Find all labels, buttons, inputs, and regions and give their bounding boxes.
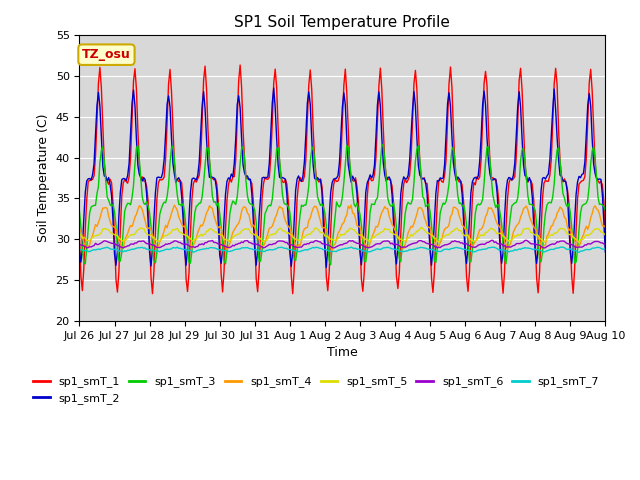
sp1_smT_1 — [173, 177, 181, 182]
sp1_smT_3 — [90, 203, 98, 208]
sp1_smT_3 — [407, 201, 415, 207]
Y-axis label: Soil Temperature (C): Soil Temperature (C) — [37, 114, 50, 242]
sp1_smT_2 — [407, 133, 415, 139]
Line: sp1_smT_5: sp1_smT_5 — [79, 227, 605, 242]
sp1_smT_3 — [376, 160, 384, 166]
sp1_smT_6 — [173, 239, 181, 244]
sp1_smT_1 — [378, 87, 386, 93]
sp1_smT_7 — [76, 247, 83, 252]
sp1_smT_5 — [392, 232, 400, 238]
sp1_smT_4 — [76, 226, 83, 232]
Line: sp1_smT_3: sp1_smT_3 — [79, 144, 605, 265]
sp1_smT_7 — [90, 247, 98, 252]
sp1_smT_5 — [417, 224, 425, 230]
sp1_smT_7 — [348, 244, 355, 250]
sp1_smT_2 — [90, 161, 98, 167]
sp1_smT_6 — [540, 245, 548, 251]
sp1_smT_1 — [396, 269, 403, 275]
Line: sp1_smT_1: sp1_smT_1 — [79, 65, 605, 294]
sp1_smT_3 — [540, 224, 548, 230]
sp1_smT_1 — [540, 180, 548, 186]
sp1_smT_5 — [404, 235, 412, 241]
sp1_smT_5 — [602, 232, 609, 238]
sp1_smT_7 — [376, 247, 384, 252]
sp1_smT_5 — [90, 233, 98, 239]
sp1_smT_3 — [173, 192, 181, 198]
Legend: sp1_smT_1, sp1_smT_2, sp1_smT_3, sp1_smT_4, sp1_smT_5, sp1_smT_6, sp1_smT_7: sp1_smT_1, sp1_smT_2, sp1_smT_3, sp1_smT… — [28, 372, 604, 408]
Text: TZ_osu: TZ_osu — [82, 48, 131, 61]
sp1_smT_4 — [90, 227, 98, 233]
sp1_smT_2 — [323, 264, 330, 270]
sp1_smT_1 — [602, 234, 609, 240]
sp1_smT_6 — [523, 238, 531, 243]
sp1_smT_6 — [76, 241, 83, 247]
sp1_smT_4 — [396, 238, 403, 243]
sp1_smT_2 — [602, 249, 609, 255]
sp1_smT_7 — [394, 247, 402, 253]
sp1_smT_6 — [392, 241, 400, 247]
sp1_smT_6 — [90, 243, 98, 249]
sp1_smT_6 — [433, 245, 441, 251]
sp1_smT_2 — [76, 248, 83, 254]
sp1_smT_2 — [396, 219, 403, 225]
sp1_smT_2 — [173, 176, 181, 182]
sp1_smT_7 — [406, 247, 413, 252]
sp1_smT_7 — [539, 249, 547, 254]
sp1_smT_2 — [540, 175, 548, 180]
sp1_smT_6 — [404, 242, 412, 248]
Line: sp1_smT_6: sp1_smT_6 — [79, 240, 605, 248]
sp1_smT_3 — [327, 262, 335, 268]
sp1_smT_4 — [173, 208, 181, 214]
sp1_smT_5 — [575, 240, 583, 245]
Line: sp1_smT_7: sp1_smT_7 — [79, 247, 605, 252]
sp1_smT_4 — [328, 248, 336, 253]
sp1_smT_4 — [378, 210, 386, 216]
sp1_smT_7 — [173, 244, 181, 250]
X-axis label: Time: Time — [327, 346, 358, 359]
sp1_smT_1 — [236, 62, 244, 68]
sp1_smT_5 — [539, 238, 547, 243]
sp1_smT_5 — [76, 231, 83, 237]
sp1_smT_6 — [602, 242, 609, 248]
sp1_smT_7 — [575, 250, 583, 255]
sp1_smT_4 — [407, 224, 415, 229]
sp1_smT_3 — [602, 208, 609, 214]
Line: sp1_smT_2: sp1_smT_2 — [79, 88, 605, 267]
sp1_smT_1 — [289, 291, 296, 297]
sp1_smT_5 — [375, 231, 383, 237]
sp1_smT_2 — [378, 135, 386, 141]
sp1_smT_3 — [396, 256, 403, 262]
sp1_smT_6 — [375, 241, 383, 247]
sp1_smT_2 — [270, 85, 278, 91]
Line: sp1_smT_4: sp1_smT_4 — [79, 205, 605, 251]
sp1_smT_4 — [348, 202, 355, 208]
sp1_smT_1 — [76, 232, 83, 238]
Title: SP1 Soil Temperature Profile: SP1 Soil Temperature Profile — [234, 15, 451, 30]
sp1_smT_3 — [380, 141, 387, 147]
sp1_smT_4 — [602, 224, 609, 230]
sp1_smT_1 — [90, 173, 98, 179]
sp1_smT_1 — [407, 155, 415, 161]
sp1_smT_5 — [173, 226, 181, 231]
sp1_smT_4 — [540, 243, 548, 249]
sp1_smT_3 — [76, 208, 83, 214]
sp1_smT_7 — [602, 246, 609, 252]
